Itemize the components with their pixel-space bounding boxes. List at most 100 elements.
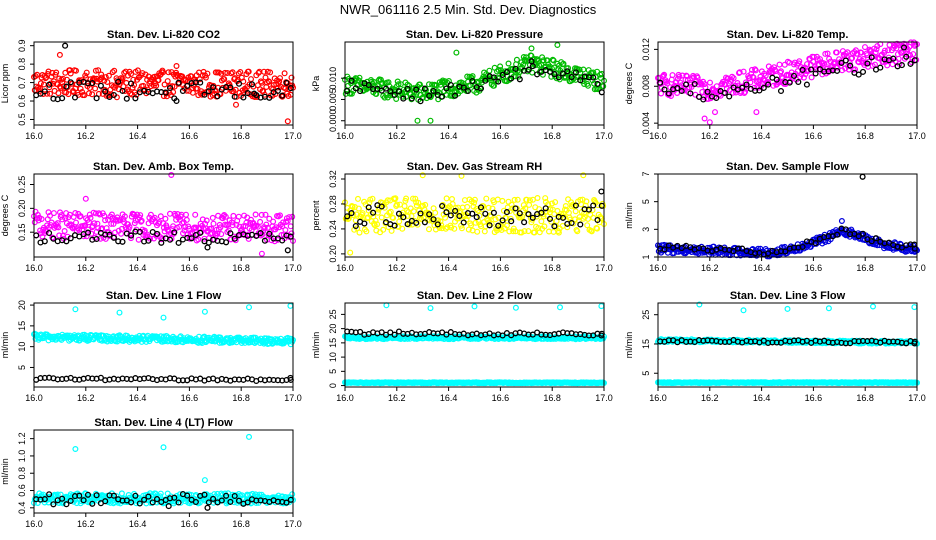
reference-point <box>447 81 454 89</box>
chart-panel-4: Stan. Dev. Amb. Box Temp.degrees C16.0 16… <box>0 161 302 273</box>
data-point <box>98 71 105 78</box>
reference-point <box>205 499 212 506</box>
reference-point <box>400 95 407 102</box>
data-point <box>364 214 371 221</box>
x-tick-label: 16.2 <box>77 393 95 403</box>
data-point <box>55 224 62 231</box>
reference-point <box>700 96 707 103</box>
x-tick-label: 16.2 <box>701 263 719 273</box>
data-point <box>218 231 225 238</box>
reference-point <box>357 328 364 335</box>
y-tick-label: 0.32 <box>328 170 338 188</box>
data-point <box>554 207 561 214</box>
data-point <box>571 216 578 223</box>
y-axis-label: ml/min <box>624 332 634 359</box>
data-point <box>426 226 433 233</box>
y-tick-label: 0.000 <box>328 109 338 132</box>
panel-title: Stan. Dev. Line 3 Flow <box>730 290 846 302</box>
data-point <box>512 304 519 311</box>
reference-point <box>473 214 480 221</box>
reference-point <box>93 492 100 499</box>
reference-point <box>859 173 866 180</box>
x-tick-label: 16.8 <box>232 263 250 273</box>
reference-point <box>447 212 454 219</box>
y-tick-label: 0.012 <box>641 38 651 61</box>
data-point <box>528 45 535 52</box>
data-point <box>538 218 545 225</box>
data-point <box>248 76 255 83</box>
data-point <box>784 305 791 312</box>
y-axis-label: ml/min <box>624 202 634 229</box>
reference-point <box>391 222 398 229</box>
reference-point <box>63 501 70 508</box>
reference-point <box>395 88 403 95</box>
reference-point <box>175 499 182 506</box>
data-point <box>258 211 265 218</box>
data-point <box>266 215 273 222</box>
x-tick-label: 17.0 <box>908 263 926 273</box>
data-point <box>492 216 499 223</box>
y-tick-label: 15 <box>641 339 651 349</box>
reference-point <box>76 492 83 499</box>
data-point <box>347 249 354 256</box>
y-tick-label: 0.20 <box>328 245 338 263</box>
data-point <box>701 115 708 122</box>
y-tick-label: 0.010 <box>328 67 338 90</box>
data-point <box>805 67 812 74</box>
data-point <box>116 309 123 316</box>
reference-point <box>145 237 152 244</box>
data-point <box>289 213 296 220</box>
data-point <box>496 75 503 82</box>
reference-point <box>490 209 497 216</box>
x-tick-label: 16.2 <box>77 519 95 529</box>
reference-point <box>175 239 182 246</box>
data-point <box>426 81 433 88</box>
reference-point <box>59 495 66 502</box>
plot-frame <box>657 173 918 258</box>
reference-point <box>106 231 113 238</box>
reference-point <box>110 234 117 241</box>
reference-point <box>395 210 403 217</box>
data-point <box>257 218 264 225</box>
reference-point <box>691 80 698 88</box>
data-point <box>858 49 865 56</box>
data-point <box>98 226 105 233</box>
data-point <box>852 47 859 54</box>
data-point <box>483 195 490 202</box>
data-point <box>173 62 180 69</box>
data-point <box>442 214 449 221</box>
reference-point <box>197 229 204 236</box>
reference-point <box>590 202 597 209</box>
x-tick-label: 16.0 <box>25 393 43 403</box>
data-point <box>465 213 472 220</box>
data-point <box>34 211 41 218</box>
x-tick-label: 16.8 <box>232 519 250 529</box>
x-tick-label: 16.0 <box>25 519 43 529</box>
data-point <box>37 227 44 234</box>
data-point <box>82 222 89 229</box>
data-point <box>453 49 460 56</box>
data-point <box>287 223 294 230</box>
data-point <box>85 90 92 97</box>
data-point <box>37 80 44 87</box>
reference-point <box>128 232 135 239</box>
x-tick-label: 16.2 <box>77 131 95 141</box>
reference-point <box>460 219 467 226</box>
y-axis-label: ml/min <box>311 332 321 359</box>
reference-point <box>41 496 48 503</box>
data-point <box>730 75 737 82</box>
data-point <box>500 207 507 214</box>
data-point <box>427 305 434 312</box>
reference-point <box>171 494 178 501</box>
data-point <box>284 118 291 125</box>
x-tick-label: 16.6 <box>805 131 823 141</box>
reference-point <box>378 203 385 210</box>
data-point <box>119 75 126 82</box>
data-point <box>514 196 521 203</box>
reference-point <box>426 211 433 218</box>
plot-frame <box>33 41 294 126</box>
reference-point <box>434 221 441 228</box>
data-point <box>126 223 133 230</box>
reference-point <box>842 226 849 233</box>
data-point <box>854 50 861 57</box>
